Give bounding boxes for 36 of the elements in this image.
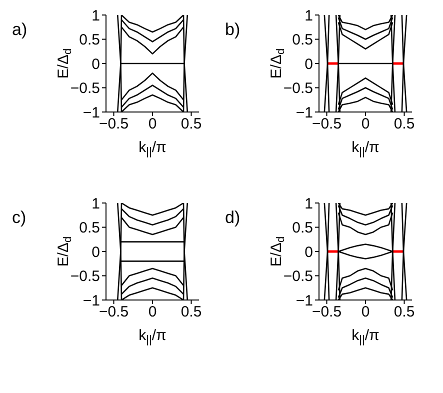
y-tick-label: 0.5 [292,32,313,49]
x-tick-label: 0.5 [394,304,415,321]
x-axis-title: k$_{||}$/π [138,139,166,158]
x-tick-label: 0 [148,116,157,133]
y-tick-label: −0.5 [283,268,313,286]
y-tick-label: −1 [82,292,100,310]
y-tick-label: 1 [304,7,313,24]
y-tick-label: 1 [92,7,100,24]
y-tick-label: 0 [92,56,100,73]
y-tick-label: 0 [304,56,313,73]
y-tick-label: 0.5 [292,220,313,237]
x-tick-label: 0.5 [394,116,415,133]
y-tick-label: 0 [92,244,100,261]
chart-title: b) [225,20,240,40]
y-tick-label: −1 [296,104,313,122]
y-tick-label: 0.5 [79,220,100,237]
x-tick-label: 0 [361,116,370,133]
x-axis-title: k$_{||}$/π [352,327,380,346]
x-axis-title: k$_{||}$/π [352,139,380,158]
y-tick-label: 1 [304,195,313,212]
x-tick-label: 0.5 [180,116,202,133]
x-tick-label: 0 [361,304,370,321]
x-tick-label: 0.5 [180,304,202,321]
y-tick-label: 0.5 [79,32,100,49]
y-tick-label: −0.5 [283,80,313,98]
y-tick-label: −1 [82,104,100,122]
y-tick-label: −0.5 [70,80,100,98]
y-tick-label: −0.5 [70,268,100,286]
x-axis-title: k$_{||}$/π [138,327,166,346]
x-tick-label: 0 [148,304,157,321]
y-tick-label: 1 [92,195,100,212]
chart-title: d) [225,208,240,228]
chart-title: c) [12,208,26,228]
y-tick-label: 0 [304,244,313,261]
y-tick-label: −1 [296,292,313,310]
chart-title: a) [12,20,28,40]
